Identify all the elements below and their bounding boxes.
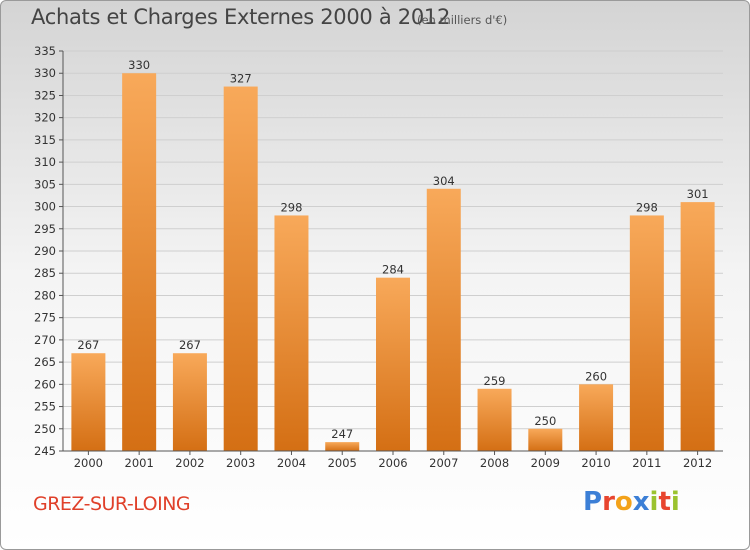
y-tick-label: 255: [34, 400, 56, 414]
y-tick-label: 330: [34, 66, 56, 80]
y-tick-label: 295: [34, 222, 56, 236]
axes: [62, 51, 723, 452]
y-tick-label: 280: [34, 288, 56, 302]
y-tick-label: 335: [34, 44, 56, 58]
y-tick-label: 325: [34, 88, 56, 102]
logo-letter: x: [632, 487, 650, 517]
bar: [71, 353, 106, 451]
logo-letter: P: [583, 487, 603, 517]
data-label: 247: [331, 427, 353, 441]
x-tick-label: 2009: [531, 456, 560, 470]
logo-letter: i: [649, 487, 659, 517]
x-tick-label: 2005: [328, 456, 357, 470]
x-axis-ticks: 2000 2001 2002 2003 2004 2005 2006 2007 2008 2009…: [74, 451, 712, 470]
bar: [629, 215, 664, 451]
logo-letter: i: [670, 487, 680, 517]
data-label: 250: [534, 414, 556, 428]
proxiti-logo: Proxiti: [583, 487, 680, 517]
data-label: 298: [280, 200, 302, 214]
data-label: 298: [636, 200, 658, 214]
logo-letter: t: [658, 487, 671, 517]
x-tick-label: 2000: [74, 456, 103, 470]
data-label: 327: [230, 72, 252, 86]
data-label: 267: [179, 338, 201, 352]
y-tick-label: 310: [34, 155, 56, 169]
bar: [477, 388, 512, 451]
bars: [71, 73, 715, 452]
y-tick-label: 285: [34, 266, 56, 280]
chart-title: Achats et Charges Externes 2000 à 2012: [31, 5, 451, 29]
bar: [172, 353, 207, 451]
y-tick-label: 245: [34, 444, 56, 458]
logo-letter: o: [614, 487, 633, 517]
logo-letter: r: [602, 487, 615, 517]
x-tick-label: 2004: [277, 456, 306, 470]
bar: [579, 384, 614, 451]
y-tick-label: 290: [34, 244, 56, 258]
x-tick-label: 2008: [480, 456, 509, 470]
x-tick-label: 2007: [429, 456, 458, 470]
data-label: 267: [77, 338, 99, 352]
x-tick-label: 2010: [581, 456, 610, 470]
x-tick-label: 2006: [378, 456, 407, 470]
y-tick-label: 305: [34, 177, 56, 191]
y-tick-label: 270: [34, 333, 56, 347]
chart-unit: (en milliers d'€): [417, 13, 508, 27]
data-labels: 267 330 267 327 298 247 284 304 259 250 260 298 301: [77, 58, 708, 441]
data-label: 260: [585, 369, 607, 383]
data-label: 304: [433, 174, 455, 188]
bar: [426, 188, 461, 451]
city-name: GREZ-SUR-LOING: [33, 493, 191, 515]
y-tick-label: 300: [34, 200, 56, 214]
x-tick-label: 2012: [683, 456, 712, 470]
y-tick-label: 250: [34, 422, 56, 436]
y-tick-label: 315: [34, 133, 56, 147]
data-label: 284: [382, 263, 404, 277]
y-tick-label: 320: [34, 111, 56, 125]
y-tick-label: 275: [34, 311, 56, 325]
x-tick-label: 2011: [632, 456, 661, 470]
data-label: 259: [484, 374, 506, 388]
x-tick-label: 2003: [226, 456, 255, 470]
x-tick-label: 2002: [175, 456, 204, 470]
data-label: 301: [687, 187, 709, 201]
bar: [680, 202, 715, 451]
bar: [122, 73, 157, 451]
bar: [376, 277, 410, 451]
y-tick-label: 260: [34, 377, 56, 391]
bar: [528, 428, 563, 451]
y-tick-label: 265: [34, 355, 56, 369]
y-axis-ticks: 245 250 255 260 265 270 275 280 285 290 295 300 305 3…: [34, 44, 63, 458]
x-tick-label: 2001: [125, 456, 154, 470]
bar: [274, 215, 309, 451]
bar: [325, 442, 360, 451]
bar: [223, 86, 258, 452]
data-label: 330: [128, 58, 150, 72]
